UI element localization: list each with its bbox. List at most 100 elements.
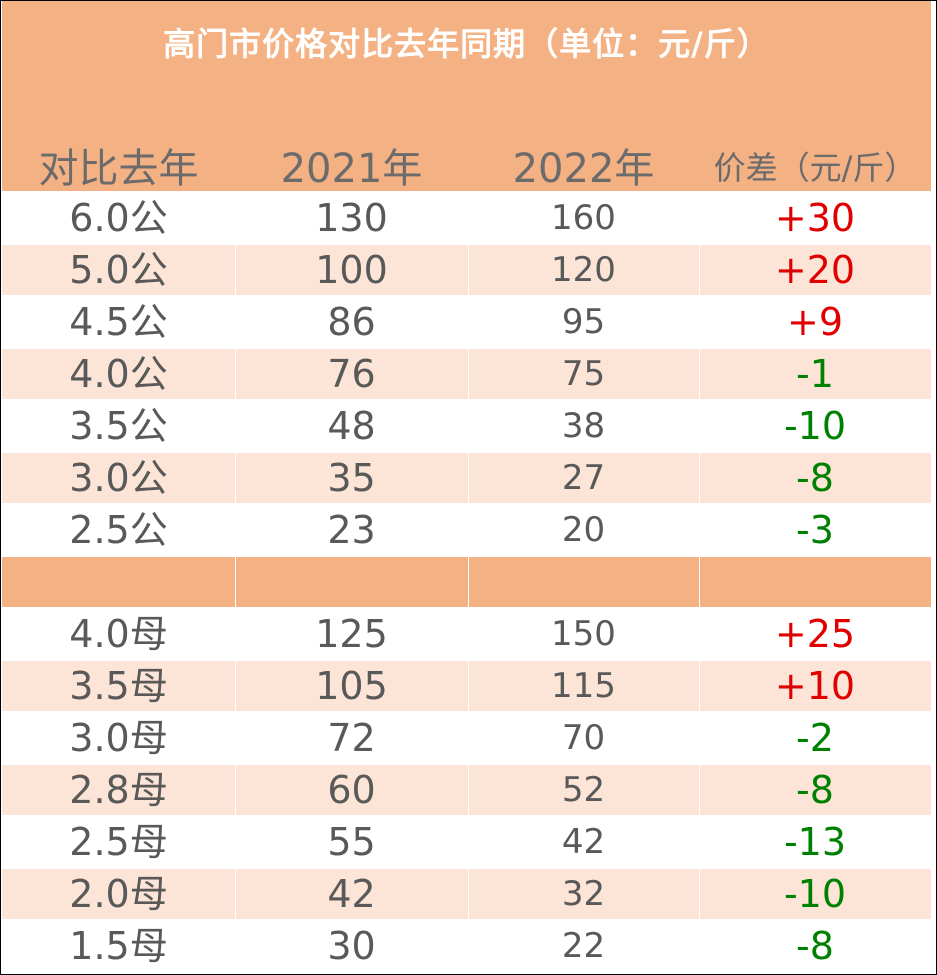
column-divider: [235, 401, 236, 451]
table-row: 2.5母 55 42 -13: [2, 817, 931, 867]
cell-2021: 35: [327, 456, 376, 500]
column-divider: [468, 297, 469, 347]
cell-2022: 150: [551, 614, 616, 654]
header-price-diff: 价差（元/斤）: [713, 149, 917, 187]
table-row: 6.0公 130 160 +30: [2, 193, 931, 243]
table-row: 5.0公 100 120 +20: [2, 245, 931, 295]
column-divider: [699, 401, 700, 451]
column-divider: [468, 765, 469, 815]
column-divider: [235, 921, 236, 971]
table-row: 3.5母 105 115 +10: [2, 661, 931, 711]
table-row: 2.5公 23 20 -3: [2, 505, 931, 555]
cell-spec: 4.0公: [69, 352, 168, 396]
column-divider: [235, 453, 236, 503]
table-row: 1.5母 30 22 -8: [2, 921, 931, 971]
column-divider: [235, 609, 236, 659]
cell-2022: 42: [561, 822, 606, 862]
table-title: 高门市价格对比去年同期（单位：元/斤）: [163, 25, 770, 63]
cell-spec: 3.5母: [69, 664, 168, 708]
cell-diff: -8: [796, 924, 834, 968]
cell-spec: 2.0母: [69, 872, 168, 916]
cell-diff: +9: [786, 300, 844, 344]
cell-spec: 3.0公: [69, 456, 168, 500]
table-row: 3.0公 35 27 -8: [2, 453, 931, 503]
cell-2021: 30: [327, 924, 376, 968]
table-row: 3.5公 48 38 -10: [2, 401, 931, 451]
table-row: 4.0公 76 75 -1: [2, 349, 931, 399]
column-divider: [468, 713, 469, 763]
cell-2021: 130: [315, 196, 388, 240]
cell-diff: -8: [796, 456, 834, 500]
cell-2022: 95: [561, 302, 606, 342]
cell-2022: 120: [551, 250, 616, 290]
cell-2021: 23: [327, 508, 376, 552]
column-divider: [468, 193, 469, 243]
column-divider: [468, 869, 469, 919]
cell-2021: 72: [327, 716, 376, 760]
cell-spec: 2.5母: [69, 820, 168, 864]
cell-spec: 1.5母: [69, 924, 168, 968]
cell-spec: 2.5公: [69, 508, 168, 552]
cell-spec: 3.0母: [69, 716, 168, 760]
separator-row: [2, 557, 931, 607]
header-band: 高门市价格对比去年同期（单位：元/斤） 对比去年 2021年 2022年 价差（…: [2, 1, 931, 192]
column-divider: [699, 297, 700, 347]
table-row: 3.0母 72 70 -2: [2, 713, 931, 763]
cell-2022: 115: [551, 666, 616, 706]
column-divider: [468, 401, 469, 451]
column-divider: [235, 505, 236, 555]
cell-diff: -3: [796, 508, 834, 552]
column-divider: [468, 921, 469, 971]
cell-2022: 70: [561, 718, 606, 758]
cell-spec: 4.0母: [69, 612, 168, 656]
cell-spec: 5.0公: [69, 248, 168, 292]
cell-2022: 22: [561, 926, 606, 966]
column-divider: [699, 921, 700, 971]
cell-2021: 76: [327, 352, 376, 396]
column-divider: [699, 869, 700, 919]
column-divider: [468, 661, 469, 711]
cell-diff: +25: [774, 612, 856, 656]
column-divider: [468, 609, 469, 659]
column-divider: [468, 349, 469, 399]
column-divider: [468, 817, 469, 867]
column-divider: [699, 713, 700, 763]
cell-2021: 125: [315, 612, 388, 656]
header-compare: 对比去年: [38, 146, 199, 192]
table-row: 2.8母 60 52 -8: [2, 765, 931, 815]
column-divider: [699, 765, 700, 815]
cell-diff: -13: [783, 820, 847, 864]
cell-spec: 3.5公: [69, 404, 168, 448]
cell-diff: -10: [783, 872, 847, 916]
cell-2022: 20: [561, 510, 606, 550]
cell-2021: 42: [327, 872, 376, 916]
cell-2022: 27: [561, 458, 606, 498]
cell-diff: -8: [796, 768, 834, 812]
header-2022: 2022年: [512, 146, 655, 192]
cell-2021: 86: [327, 300, 376, 344]
table-row: 4.0母 125 150 +25: [2, 609, 931, 659]
column-divider: [235, 869, 236, 919]
cell-diff: +30: [774, 196, 856, 240]
cell-2021: 105: [315, 664, 388, 708]
column-divider: [235, 765, 236, 815]
column-divider: [699, 349, 700, 399]
column-divider: [699, 557, 700, 607]
column-divider: [235, 713, 236, 763]
column-divider: [699, 245, 700, 295]
table-row: 2.0母 42 32 -10: [2, 869, 931, 919]
column-divider: [699, 661, 700, 711]
column-divider: [468, 505, 469, 555]
cell-diff: +20: [774, 248, 856, 292]
cell-2022: 75: [561, 354, 606, 394]
column-divider: [468, 557, 469, 607]
cell-2022: 38: [561, 406, 606, 446]
column-divider: [699, 193, 700, 243]
column-divider: [699, 817, 700, 867]
column-divider: [468, 245, 469, 295]
cell-2021: 100: [315, 248, 388, 292]
cell-spec: 2.8母: [69, 768, 168, 812]
cell-spec: 6.0公: [69, 196, 168, 240]
cell-2021: 48: [327, 404, 376, 448]
column-divider: [235, 297, 236, 347]
